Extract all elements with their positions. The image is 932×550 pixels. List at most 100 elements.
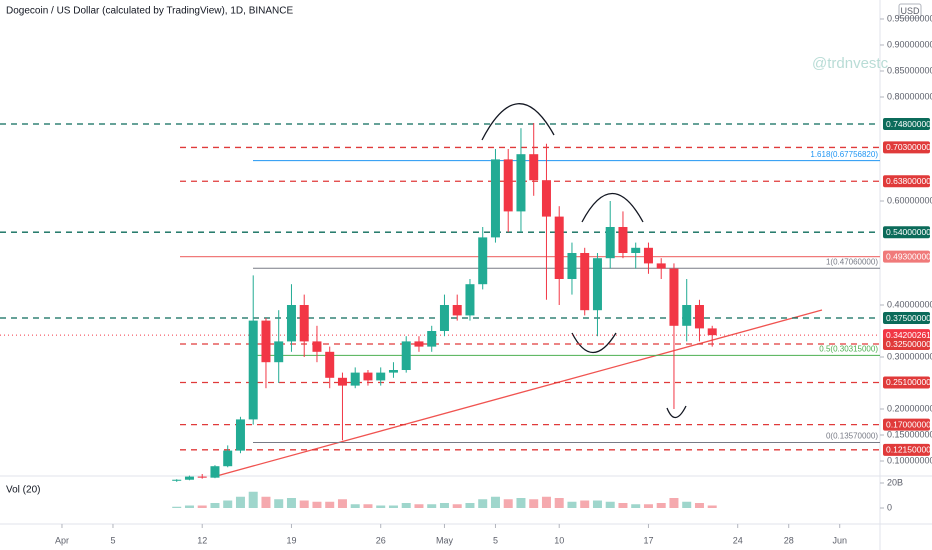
x-tick-label: Jun: [832, 535, 847, 545]
volume-bar: [325, 501, 335, 508]
volume-bar: [707, 505, 717, 508]
volume-bar: [643, 504, 653, 508]
candle-body: [669, 268, 679, 326]
x-tick-label: 24: [733, 535, 743, 545]
level-label-box: [883, 175, 930, 188]
level-label: 0.32500000: [886, 339, 931, 349]
volume-bar: [427, 504, 437, 508]
level-label: 0.17000000: [886, 419, 931, 429]
y-tick-label: 0.10000000: [887, 455, 932, 465]
candle-body: [631, 247, 641, 253]
y-tick-label: 0.80000000: [887, 91, 932, 101]
volume-bar: [172, 506, 182, 508]
volume-bar: [554, 498, 564, 508]
candle-body: [210, 466, 220, 478]
volume-bar: [350, 504, 360, 508]
chart-title: Dogecoin / US Dollar (calculated by Trad…: [6, 6, 293, 17]
candle-body: [274, 341, 284, 363]
level-label-box: [883, 118, 930, 131]
volume-bar: [452, 504, 462, 508]
candle-body: [605, 226, 615, 259]
volume-bar: [376, 505, 386, 508]
volume-bar: [197, 505, 207, 508]
candle-body: [682, 305, 692, 326]
candle-body: [414, 341, 424, 347]
volume-bar: [605, 501, 615, 508]
bottom-arc: [666, 405, 687, 419]
volume-bar: [592, 500, 602, 508]
x-tick-label: 28: [784, 535, 794, 545]
x-tick-label: 10: [554, 535, 564, 545]
candle-body: [172, 479, 182, 481]
candle-body: [529, 154, 539, 181]
candle-body: [184, 476, 194, 480]
volume-bar: [541, 496, 551, 508]
candle-body: [439, 305, 449, 332]
volume-bar: [478, 499, 488, 508]
candle-body: [694, 305, 704, 329]
volume-bar: [401, 503, 411, 508]
candle-body: [643, 247, 653, 264]
volume-bar: [490, 496, 500, 508]
level-label-box: [883, 226, 930, 239]
head-arc: [481, 103, 555, 141]
level-label-box: [883, 141, 930, 154]
candle-body: [312, 341, 322, 352]
level-label: 0.12150000: [886, 445, 931, 455]
volume-bar: [516, 498, 526, 508]
candle-body: [554, 216, 564, 279]
volume-bar: [274, 499, 284, 508]
candle-body: [580, 252, 590, 311]
y-tick-label: 0.90000000: [887, 39, 932, 49]
candle-body: [541, 180, 551, 217]
x-tick-label: 26: [376, 535, 386, 545]
candle-body: [235, 419, 245, 451]
fib-label: 0.5(0.30315000): [819, 344, 878, 353]
candle-body: [337, 377, 347, 386]
volume-bar: [261, 496, 271, 508]
y-tick-label: 0.30000000: [887, 351, 932, 361]
candle-body: [299, 305, 309, 342]
shoulder-arc: [581, 193, 644, 223]
level-label: 0.37500000: [886, 313, 931, 323]
volume-bar: [439, 503, 449, 508]
x-tick-label: May: [436, 535, 454, 545]
volume-bar: [184, 505, 194, 508]
candle-body: [503, 159, 513, 212]
y-tick-label: 0.95000000: [887, 13, 932, 23]
volume-tick-label: 20B: [887, 477, 903, 487]
level-label-box: [883, 376, 930, 389]
volume-bar: [286, 498, 296, 508]
volume-bar: [299, 500, 309, 508]
x-tick-label: 5: [493, 535, 498, 545]
currency: USD: [900, 6, 920, 16]
candle-body: [363, 372, 373, 381]
fib-label: 1.618(0.67756820): [810, 150, 878, 159]
level-label: 0.54000000: [886, 227, 931, 237]
fib-label: 0(0.13570000): [826, 432, 878, 441]
volume-bar: [388, 505, 398, 508]
volume-bar: [235, 496, 245, 508]
candle-body: [490, 159, 500, 238]
level-label: 0.70300000: [886, 142, 931, 152]
y-tick-label: 0.85000000: [887, 65, 932, 75]
volume-bar: [656, 503, 666, 508]
level-label: 0.25100000: [886, 377, 931, 387]
volume-bar: [210, 503, 220, 508]
y-tick-label: 0.60000000: [887, 195, 932, 205]
candle-body: [592, 258, 602, 311]
y-tick-label: 0.40000000: [887, 299, 932, 309]
volume-bar: [694, 503, 704, 508]
level-label-box: [883, 250, 930, 263]
candle-body: [478, 237, 488, 285]
candle-body: [376, 372, 386, 381]
volume-bar: [580, 500, 590, 508]
x-tick-label: 12: [197, 535, 207, 545]
currency-box: [898, 3, 922, 19]
level-label: 0.34200261: [886, 330, 931, 340]
volume-bar: [631, 504, 641, 508]
candle-body: [707, 328, 717, 336]
candle-body: [223, 450, 233, 467]
